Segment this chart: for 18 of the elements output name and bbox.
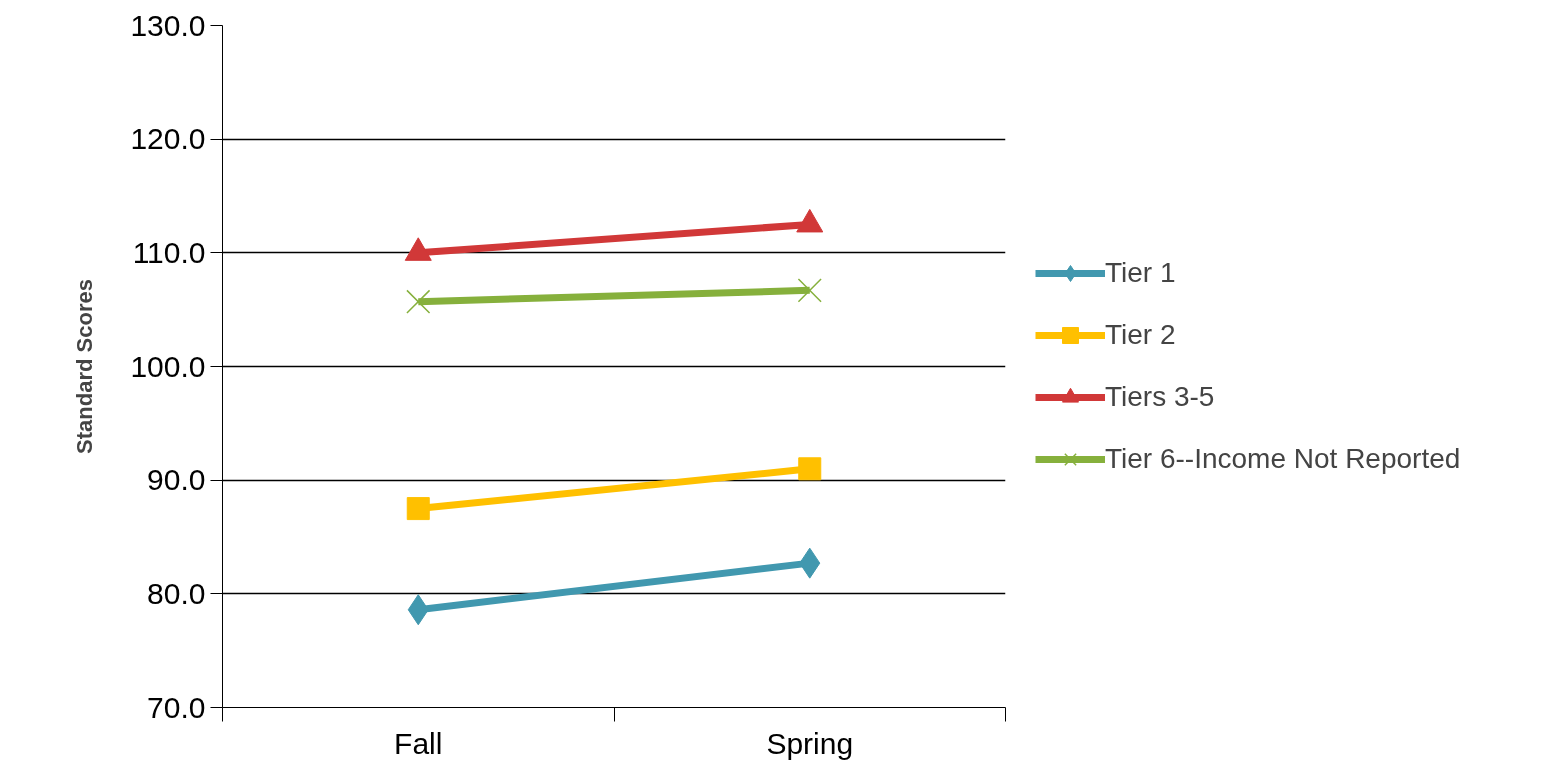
point — [406, 289, 431, 314]
legend-label: Tier 1 — [1105, 257, 1176, 289]
y-tick-label: 120.0 — [130, 122, 206, 156]
legend-label: Tier 2 — [1105, 319, 1176, 351]
y-tick-label: 100.0 — [130, 349, 206, 383]
point — [797, 278, 822, 303]
x-tick-label: Spring — [766, 726, 854, 760]
point — [406, 497, 430, 521]
y-axis-title: Standard Scores — [72, 279, 98, 454]
legend-label: Tier 6--Income Not Reported — [1105, 443, 1461, 475]
y-tick-label: 80.0 — [147, 576, 206, 610]
y-tick-label: 70.0 — [147, 690, 206, 724]
point — [798, 457, 822, 481]
y-tick-label: 110.0 — [132, 235, 206, 269]
y-tick-label: 90.0 — [147, 463, 206, 497]
x-tick-label: Fall — [394, 726, 443, 760]
y-tick-label: 130.0 — [130, 8, 206, 42]
legend-label: Tiers 3-5 — [1105, 381, 1215, 413]
